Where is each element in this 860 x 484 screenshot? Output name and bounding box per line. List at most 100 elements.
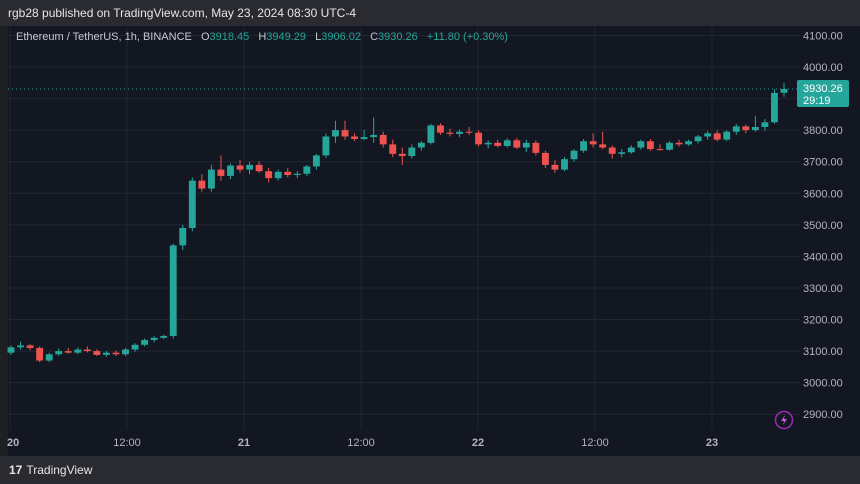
candle[interactable] — [141, 338, 149, 347]
candle[interactable] — [188, 177, 196, 232]
price-tick-label: 3100.00 — [803, 346, 843, 358]
candle[interactable] — [589, 133, 597, 148]
candle[interactable] — [45, 352, 53, 363]
candle[interactable] — [570, 149, 578, 162]
candle[interactable] — [389, 139, 397, 157]
time-tick-label: 22 — [472, 437, 484, 449]
candle[interactable] — [179, 224, 187, 251]
candle[interactable] — [246, 161, 254, 175]
candle[interactable] — [122, 347, 129, 357]
candle[interactable] — [675, 139, 683, 147]
candle[interactable] — [561, 156, 568, 172]
candle[interactable] — [761, 119, 769, 131]
candle[interactable] — [494, 139, 502, 148]
symbol-name[interactable]: Ethereum / TetherUS, 1h, BINANCE — [16, 31, 192, 43]
candle[interactable] — [437, 123, 444, 135]
candle[interactable] — [93, 349, 101, 356]
candle[interactable] — [274, 169, 282, 181]
chart-pane[interactable] — [8, 26, 860, 456]
candle-body — [179, 228, 187, 246]
candle[interactable] — [723, 130, 731, 142]
candle[interactable] — [771, 89, 778, 124]
candle[interactable] — [351, 133, 358, 142]
time-tick-label: 20 — [7, 437, 19, 449]
candle[interactable] — [551, 160, 559, 173]
candle[interactable] — [36, 346, 44, 363]
candle[interactable] — [332, 120, 339, 143]
candle[interactable] — [627, 145, 635, 154]
candle[interactable] — [465, 127, 473, 135]
candle-body — [284, 171, 292, 175]
candle[interactable] — [360, 130, 368, 141]
candle[interactable] — [780, 83, 788, 97]
candle-body — [503, 140, 511, 146]
candle[interactable] — [637, 139, 645, 150]
candle[interactable] — [26, 344, 34, 351]
candle[interactable] — [427, 123, 435, 145]
candle[interactable] — [207, 164, 215, 192]
candle[interactable] — [713, 130, 721, 142]
candle[interactable] — [475, 130, 483, 147]
candle[interactable] — [666, 141, 673, 151]
time-tick-label: 12:00 — [113, 437, 141, 449]
candle[interactable] — [131, 343, 139, 352]
candle[interactable] — [322, 133, 330, 158]
candle[interactable] — [265, 168, 273, 183]
candle[interactable] — [580, 138, 588, 153]
candle[interactable] — [341, 120, 349, 140]
candle[interactable] — [112, 350, 120, 356]
candle[interactable] — [17, 341, 24, 350]
candle[interactable] — [64, 347, 72, 354]
candle[interactable] — [227, 163, 234, 180]
candle[interactable] — [446, 128, 454, 137]
candle[interactable] — [236, 160, 244, 173]
candle[interactable] — [417, 141, 425, 151]
candle-body — [751, 127, 759, 131]
candle[interactable] — [599, 131, 607, 150]
candle[interactable] — [398, 147, 406, 165]
candle[interactable] — [484, 140, 492, 149]
candle[interactable] — [284, 168, 292, 178]
candle[interactable] — [160, 334, 168, 340]
candle[interactable] — [312, 153, 320, 170]
candle[interactable] — [83, 346, 91, 353]
candle[interactable] — [685, 139, 693, 146]
candle[interactable] — [608, 145, 616, 159]
candle[interactable] — [150, 335, 158, 343]
candle[interactable] — [102, 351, 110, 357]
candle[interactable] — [751, 115, 759, 132]
candle[interactable] — [656, 144, 664, 151]
candle[interactable] — [293, 171, 301, 179]
candle[interactable] — [255, 161, 263, 173]
lightning-button[interactable] — [774, 410, 794, 430]
candle[interactable] — [370, 117, 378, 143]
candle[interactable] — [503, 138, 511, 148]
lightning-icon — [781, 415, 787, 425]
candle[interactable] — [742, 124, 750, 134]
candle[interactable] — [541, 150, 549, 169]
candle[interactable] — [303, 164, 311, 176]
price-tick-label: 3800.00 — [803, 125, 843, 137]
candle[interactable] — [522, 139, 530, 153]
candle[interactable] — [7, 345, 15, 355]
candle[interactable] — [408, 144, 416, 159]
candle[interactable] — [704, 130, 712, 140]
candle[interactable] — [456, 129, 463, 138]
tradingview-logo[interactable]: 17 TradingView — [9, 463, 92, 477]
candle[interactable] — [74, 347, 82, 355]
candle[interactable] — [646, 138, 654, 151]
candle[interactable] — [217, 155, 225, 181]
candle[interactable] — [198, 174, 206, 192]
candle[interactable] — [618, 149, 626, 157]
candle[interactable] — [694, 134, 702, 144]
candle[interactable] — [513, 138, 521, 150]
candle[interactable] — [379, 131, 387, 148]
high-label: H — [258, 31, 267, 43]
candle[interactable] — [169, 243, 177, 339]
candle-body — [675, 142, 683, 145]
candle[interactable] — [55, 348, 63, 356]
candle[interactable] — [732, 123, 740, 135]
last-price-tag[interactable] — [797, 80, 849, 108]
candle[interactable] — [532, 140, 540, 156]
